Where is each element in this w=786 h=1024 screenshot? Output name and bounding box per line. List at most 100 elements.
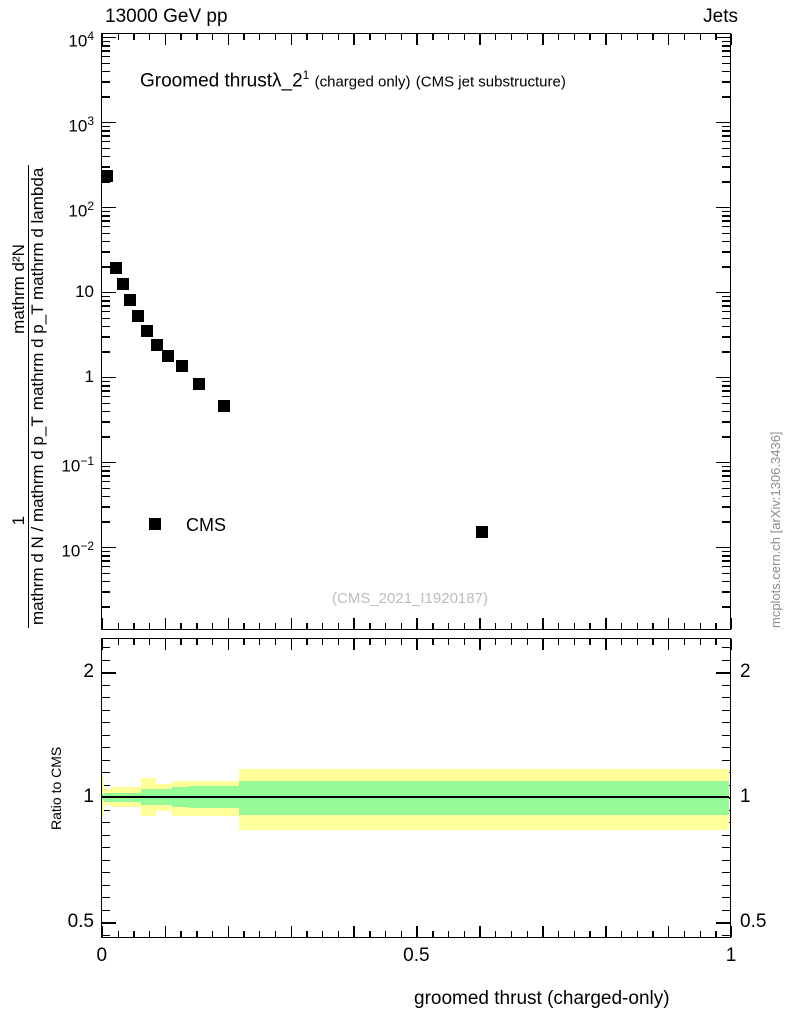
axis-tick — [722, 380, 730, 383]
axis-tick — [306, 34, 308, 40]
axis-tick — [699, 931, 701, 937]
ratio-tick-label-right: 1 — [740, 786, 751, 807]
axis-tick — [102, 672, 116, 674]
axis-tick — [353, 926, 355, 937]
ratio-tick-label-right: 0.5 — [740, 911, 767, 932]
y-axis-tick-label: 103 — [6, 113, 94, 135]
legend-label-cms: CMS — [186, 515, 226, 535]
y-axis-tick-label: 1 — [6, 368, 94, 385]
axis-tick — [102, 55, 110, 58]
axis-tick — [722, 734, 730, 736]
plot-title: Groomed thrustλ_21 (charged only) (CMS j… — [140, 68, 566, 92]
axis-tick — [384, 639, 387, 645]
ratio-reference-line — [102, 796, 729, 798]
axis-tick — [722, 62, 730, 64]
axis-tick — [369, 34, 371, 40]
axis-tick — [722, 834, 730, 836]
axis-tick — [148, 639, 151, 645]
axis-tick — [102, 547, 116, 549]
axis-tick — [102, 122, 116, 124]
axis-tick — [102, 480, 110, 483]
axis-tick — [102, 325, 110, 328]
axis-tick — [722, 480, 730, 483]
plot-title-symbol: λ_2 — [272, 70, 303, 92]
axis-tick — [722, 475, 730, 477]
axis-tick — [102, 591, 110, 593]
axis-tick — [722, 336, 730, 338]
axis-tick — [102, 909, 110, 911]
axis-tick — [722, 55, 730, 58]
axis-tick — [668, 34, 670, 45]
axis-tick — [722, 351, 730, 353]
axis-tick — [479, 34, 481, 45]
axis-tick — [102, 140, 110, 143]
legend-marker-cms — [149, 518, 161, 530]
axis-tick — [636, 34, 638, 40]
axis-tick — [683, 34, 686, 40]
header-category-label: Jets — [703, 6, 738, 27]
data-point-marker — [193, 378, 206, 391]
axis-tick — [715, 639, 717, 645]
axis-tick — [722, 521, 730, 523]
axis-tick — [102, 475, 110, 477]
axis-tick — [699, 623, 701, 629]
axis-tick — [432, 623, 434, 629]
axis-tick — [102, 130, 110, 132]
axis-tick — [102, 647, 110, 649]
axis-tick — [722, 266, 730, 268]
x-axis-tick-label: 1 — [725, 945, 737, 966]
axis-tick — [668, 926, 670, 937]
axis-tick — [722, 240, 730, 243]
axis-tick — [722, 550, 730, 553]
axis-tick — [447, 34, 450, 40]
data-point-marker — [141, 324, 154, 337]
axis-tick — [722, 847, 730, 849]
axis-tick — [102, 266, 110, 268]
axis-tick — [102, 380, 110, 383]
axis-tick — [274, 639, 277, 645]
axis-tick — [102, 402, 110, 404]
axis-tick — [620, 623, 623, 629]
axis-tick — [722, 410, 730, 413]
axis-tick — [589, 34, 591, 40]
axis-tick — [722, 325, 730, 328]
axis-tick — [716, 207, 730, 209]
axis-tick — [337, 931, 340, 937]
axis-tick — [722, 300, 730, 302]
axis-tick — [148, 34, 151, 40]
axis-tick — [722, 506, 730, 508]
axis-tick — [432, 34, 434, 40]
axis-tick — [102, 135, 110, 137]
y-tick-exponent: −1 — [80, 454, 94, 468]
axis-tick — [353, 34, 355, 45]
plot-title-sub1: (charged only) — [314, 73, 411, 91]
axis-tick — [573, 623, 576, 629]
axis-tick — [117, 34, 119, 40]
axis-tick — [636, 623, 638, 629]
axis-tick — [699, 639, 701, 645]
axis-tick — [722, 897, 730, 899]
axis-tick — [102, 70, 110, 73]
analysis-id-watermark: (CMS_2021_I1920187) — [332, 590, 488, 607]
axis-tick — [102, 377, 116, 379]
y-tick-exponent: 3 — [87, 114, 94, 128]
axis-tick — [526, 34, 528, 40]
axis-tick — [102, 210, 110, 213]
axis-tick — [117, 931, 119, 937]
ratio-tick-label-left: 2 — [83, 661, 94, 682]
axis-tick — [416, 34, 418, 45]
axis-tick — [102, 436, 110, 438]
axis-tick — [542, 34, 544, 45]
axis-tick — [102, 421, 110, 423]
axis-tick — [102, 659, 110, 661]
y-tick-mantissa: 10 — [75, 282, 94, 301]
axis-tick — [243, 34, 245, 40]
axis-tick — [102, 897, 110, 899]
axis-tick — [722, 465, 730, 468]
axis-tick — [102, 565, 110, 568]
axis-tick — [652, 931, 654, 937]
data-point-marker — [218, 399, 231, 412]
axis-tick — [722, 872, 730, 874]
axis-tick — [102, 834, 110, 836]
